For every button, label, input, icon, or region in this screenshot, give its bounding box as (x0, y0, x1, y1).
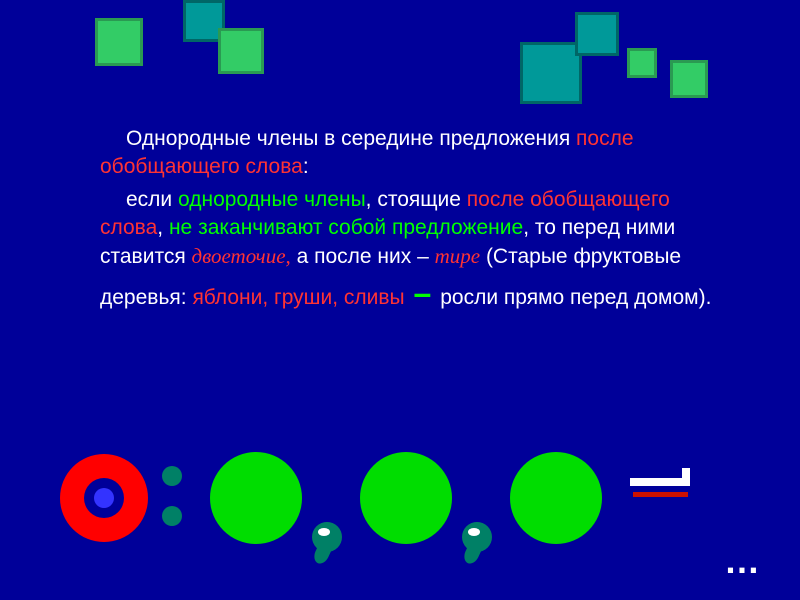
dash-line (630, 478, 690, 486)
comma-symbol (462, 522, 492, 552)
homogeneous-member-symbol (210, 452, 302, 544)
deco-square (218, 28, 264, 74)
dash-symbol (630, 478, 690, 497)
ellipsis-text: … (724, 540, 760, 582)
generalizing-word-symbol (60, 454, 148, 542)
text: росли прямо перед домом). (440, 286, 711, 309)
deco-square (670, 60, 708, 98)
text: : (303, 155, 309, 178)
text: Однородные члены в середине предложения (126, 127, 576, 150)
text-emphasis: тире (435, 244, 481, 268)
comma-highlight (468, 528, 480, 536)
comma-symbol (312, 522, 342, 552)
colon-dot (162, 466, 182, 486)
dash-hook (682, 468, 690, 486)
text-highlight: яблони, груши, сливы (192, 286, 404, 309)
deco-square (520, 42, 582, 104)
text: , стоящие (366, 188, 467, 211)
text: , (157, 216, 169, 239)
punctuation-diagram (50, 440, 750, 560)
text: если (126, 188, 178, 211)
symbol-core (94, 488, 114, 508)
homogeneous-member-symbol (360, 452, 452, 544)
deco-square (95, 18, 143, 66)
text-emphasis: двоеточие, (192, 244, 291, 268)
colon-dot (162, 506, 182, 526)
slide-text: Однородные члены в середине предложения … (100, 125, 720, 319)
text-dash: – (405, 275, 441, 311)
deco-square (627, 48, 657, 78)
decorative-squares (0, 0, 800, 110)
symbol-ring (84, 478, 124, 518)
comma-highlight (318, 528, 330, 536)
text: а после них – (291, 245, 435, 268)
text-highlight: не заканчивают собой предложение (169, 216, 523, 239)
text-highlight: однородные члены (178, 188, 366, 211)
deco-square (575, 12, 619, 56)
homogeneous-member-symbol (510, 452, 602, 544)
dash-line (633, 492, 688, 497)
